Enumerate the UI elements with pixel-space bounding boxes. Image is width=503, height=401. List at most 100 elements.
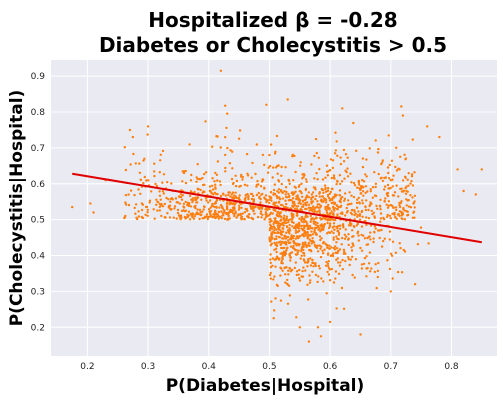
data-point	[332, 207, 335, 211]
data-point	[304, 188, 307, 192]
data-point	[373, 231, 376, 234]
data-point	[333, 202, 336, 206]
data-point	[298, 184, 301, 187]
data-point	[277, 191, 280, 194]
data-point	[219, 215, 222, 219]
data-point	[339, 205, 342, 209]
data-point	[217, 217, 220, 220]
data-point	[285, 243, 288, 246]
data-point	[206, 217, 209, 221]
data-point	[389, 252, 393, 255]
data-point	[336, 180, 339, 183]
data-point	[262, 178, 265, 182]
data-point	[166, 181, 169, 184]
data-point	[162, 192, 165, 195]
data-point	[181, 180, 184, 183]
data-point	[391, 212, 394, 215]
data-point	[319, 247, 322, 250]
data-point	[235, 179, 239, 183]
data-point	[234, 210, 237, 213]
data-point	[398, 203, 401, 207]
data-point	[373, 270, 377, 274]
data-point	[369, 190, 372, 193]
data-point	[279, 266, 282, 269]
data-point	[320, 198, 323, 201]
data-point	[148, 199, 152, 202]
data-point	[349, 172, 352, 175]
data-point	[373, 171, 376, 174]
data-point	[324, 242, 327, 245]
data-point	[381, 159, 384, 162]
data-point	[404, 176, 407, 179]
data-point	[241, 178, 244, 181]
data-point	[391, 185, 394, 188]
data-point	[290, 235, 294, 239]
data-point	[438, 135, 441, 139]
data-point	[179, 214, 183, 217]
data-point	[376, 269, 380, 273]
data-point	[318, 195, 321, 198]
data-point	[318, 244, 321, 247]
data-point	[223, 211, 226, 214]
data-point	[380, 162, 383, 166]
data-point	[238, 129, 242, 132]
data-point	[143, 157, 146, 160]
data-point	[258, 206, 262, 209]
data-point	[238, 198, 241, 201]
data-point	[158, 171, 161, 174]
data-point	[334, 218, 337, 222]
data-point	[351, 229, 354, 232]
data-point	[222, 214, 225, 217]
data-point	[407, 184, 410, 187]
data-point	[382, 239, 385, 243]
data-point	[386, 259, 389, 262]
data-point	[236, 214, 239, 217]
data-point	[384, 197, 387, 200]
data-point	[295, 197, 298, 201]
data-point	[388, 163, 391, 167]
data-point	[133, 206, 136, 210]
data-point	[215, 199, 219, 202]
data-point	[388, 230, 392, 233]
data-point	[209, 206, 212, 209]
data-point	[124, 203, 128, 206]
data-point	[184, 209, 188, 212]
data-point	[241, 175, 244, 179]
data-point	[182, 202, 186, 205]
data-point	[214, 183, 217, 186]
data-point	[315, 217, 318, 220]
data-point	[332, 281, 336, 284]
data-point	[329, 212, 332, 215]
data-point	[218, 206, 221, 209]
data-point	[153, 170, 156, 173]
grid-lines	[51, 60, 497, 356]
data-point	[310, 200, 313, 203]
data-point	[281, 197, 285, 200]
data-point	[343, 233, 346, 236]
data-point	[288, 223, 291, 227]
data-point	[388, 187, 392, 190]
data-point	[357, 183, 361, 186]
data-point	[301, 195, 304, 198]
data-point	[208, 185, 212, 188]
data-point	[332, 246, 335, 250]
data-point	[386, 213, 389, 217]
data-point	[319, 204, 323, 208]
data-point	[163, 202, 167, 206]
data-point	[264, 213, 267, 216]
data-point	[148, 201, 151, 204]
data-point	[140, 208, 144, 212]
data-point	[347, 238, 350, 241]
data-point	[124, 193, 128, 197]
data-point	[338, 264, 342, 267]
data-point	[287, 273, 290, 276]
data-point	[316, 244, 319, 247]
data-point	[341, 268, 344, 271]
data-point	[296, 242, 299, 245]
data-point	[243, 211, 247, 214]
data-point	[339, 156, 342, 159]
data-point	[269, 143, 273, 146]
data-point	[325, 292, 328, 295]
data-point	[399, 246, 402, 250]
